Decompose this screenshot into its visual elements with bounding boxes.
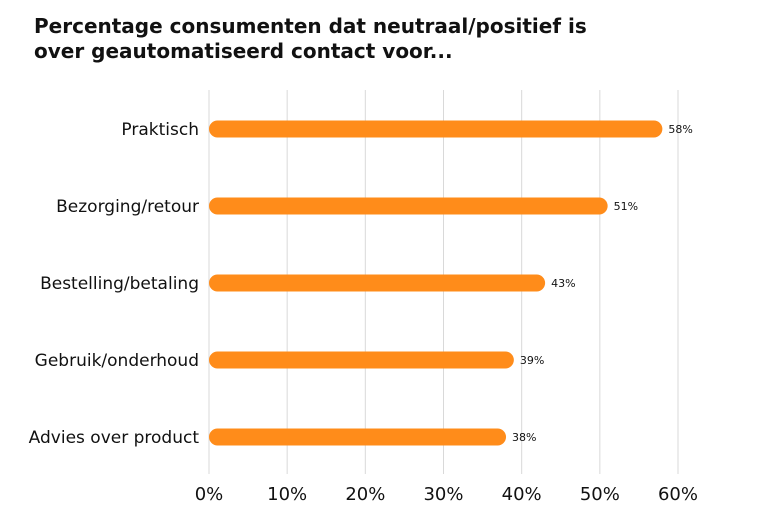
category-label-2: Bestelling/betaling	[40, 274, 199, 294]
category-label-4: Advies over product	[29, 428, 200, 448]
bar-2	[209, 274, 546, 292]
bar-0	[209, 120, 663, 138]
x-tick-label-3: 30%	[423, 484, 463, 505]
value-label-4: 38%	[512, 431, 536, 444]
x-tick-label-1: 10%	[267, 484, 307, 505]
value-label-3: 39%	[520, 354, 544, 367]
chart-title-line-2: over geautomatiseerd contact voor...	[34, 39, 453, 63]
value-label-1: 51%	[614, 200, 638, 213]
chart-title: Percentage consumenten dat neutraal/posi…	[34, 14, 634, 64]
x-tick-label-4: 40%	[502, 484, 542, 505]
value-label-0: 58%	[668, 123, 692, 136]
category-label-0: Praktisch	[121, 120, 199, 140]
category-label-3: Gebruik/onderhoud	[35, 351, 199, 371]
bar-1	[209, 197, 608, 215]
x-tick-label-2: 20%	[345, 484, 385, 505]
chart-title-line-1: Percentage consumenten dat neutraal/posi…	[34, 14, 587, 38]
x-tick-label-5: 50%	[580, 484, 620, 505]
x-tick-label-0: 0%	[195, 484, 224, 505]
bar-3	[209, 351, 514, 369]
category-label-1: Bezorging/retour	[56, 197, 199, 217]
x-tick-label-6: 60%	[658, 484, 698, 505]
bar-4	[209, 428, 507, 446]
value-label-2: 43%	[551, 277, 575, 290]
